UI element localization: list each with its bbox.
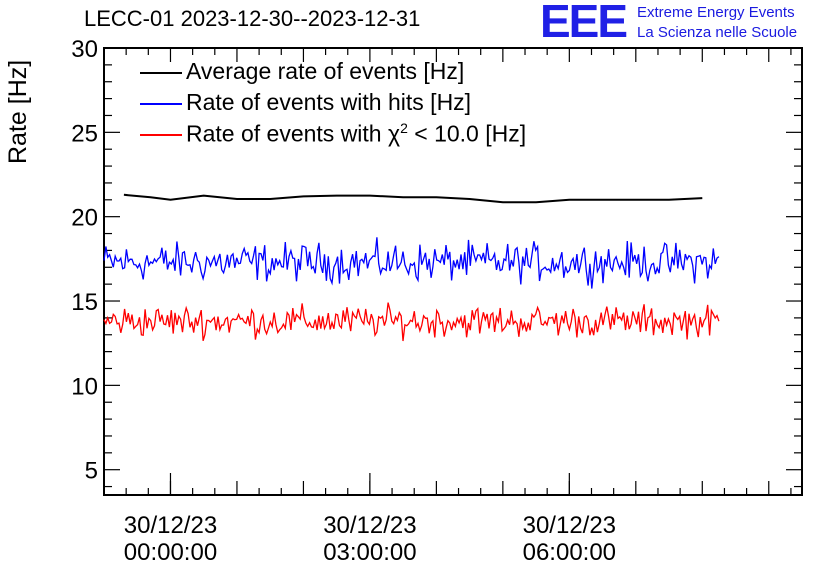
legend-label-average: Average rate of events [Hz] bbox=[186, 58, 465, 84]
legend-label-chi2-symbol: χ bbox=[388, 120, 401, 147]
series-line-0 bbox=[123, 193, 703, 204]
eee-logo: EEE Extreme Energy Events La Scienza nel… bbox=[540, 0, 830, 48]
x-tick-label-time: 00:00:00 bbox=[124, 539, 217, 566]
y-tick-label: 25 bbox=[71, 120, 98, 147]
legend-swatch-average bbox=[140, 72, 182, 74]
legend-swatch-chi2 bbox=[140, 134, 182, 136]
eee-logo-mark: EEE bbox=[540, 0, 628, 47]
plot-frame bbox=[103, 47, 803, 496]
y-tick-label: 5 bbox=[85, 458, 98, 485]
y-tick-label: 10 bbox=[71, 373, 98, 400]
x-tick-label-date: 30/12/23 bbox=[523, 512, 616, 539]
eee-logo-line2: La Scienza nelle Scuole bbox=[637, 24, 798, 41]
legend-label-chi2-prefix: Rate of events with bbox=[186, 120, 388, 147]
axes: 5101520253030/12/2300:00:0030/12/2303:00… bbox=[71, 36, 802, 566]
x-tick-label-date: 30/12/23 bbox=[124, 512, 217, 539]
series-line-1 bbox=[103, 237, 720, 289]
y-tick-label: 30 bbox=[71, 36, 98, 63]
legend-label-chi2: Rate of events with χ2 < 10.0 [Hz] bbox=[186, 120, 526, 148]
y-tick-label: 15 bbox=[71, 289, 98, 316]
legend-swatch-hits bbox=[140, 103, 182, 105]
chart-title: LECC-01 2023-12-30--2023-12-31 bbox=[84, 6, 421, 31]
eee-logo-line1: Extreme Energy Events bbox=[637, 4, 795, 21]
y-tick-label: 20 bbox=[71, 205, 98, 232]
legend-label-chi2-suffix: < 10.0 [Hz] bbox=[407, 120, 527, 147]
y-axis-label: Rate [Hz] bbox=[4, 59, 32, 164]
x-tick-label-time: 03:00:00 bbox=[323, 539, 416, 566]
x-tick-label-time: 06:00:00 bbox=[523, 539, 616, 566]
legend-label-hits: Rate of events with hits [Hz] bbox=[186, 89, 472, 115]
legend-label-chi2-sup: 2 bbox=[400, 120, 408, 136]
series-group bbox=[103, 193, 720, 342]
series-line-2 bbox=[103, 302, 720, 342]
x-tick-label-date: 30/12/23 bbox=[323, 512, 416, 539]
